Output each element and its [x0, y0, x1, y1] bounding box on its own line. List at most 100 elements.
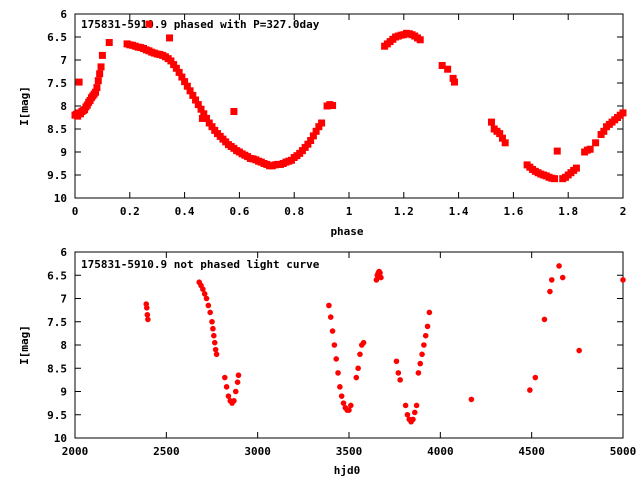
data-point [395, 370, 402, 376]
x-tick-label: 5000 [610, 445, 637, 458]
data-point [620, 277, 626, 283]
data-points [143, 263, 626, 425]
data-point [541, 316, 548, 323]
data-point [468, 396, 475, 403]
data-point [353, 374, 360, 381]
data-point [211, 332, 217, 339]
data-point [377, 270, 383, 276]
data-point [201, 291, 208, 297]
y-tick-label: 8.5 [47, 362, 67, 375]
data-point [422, 332, 429, 339]
data-point [234, 379, 241, 386]
data-point [145, 316, 151, 323]
y-axis-label: I[mag] [18, 86, 31, 126]
y-tick-label: 8.5 [47, 123, 67, 136]
chart-title: 175831-5910.9 phased with P=327.0day [81, 18, 320, 31]
data-point [438, 62, 446, 70]
data-point [397, 377, 403, 383]
y-tick-label: 9 [60, 386, 67, 399]
data-point [346, 407, 352, 413]
data-point [373, 277, 380, 283]
data-point [410, 416, 416, 423]
data-point [97, 63, 105, 71]
data-point [559, 274, 566, 281]
y-tick-label: 7 [60, 54, 67, 67]
data-point [444, 65, 452, 73]
x-tick-label: 1.8 [558, 205, 578, 218]
data-point [212, 346, 219, 353]
data-point [413, 402, 420, 409]
y-tick-label: 6.5 [47, 269, 67, 282]
data-point [415, 370, 422, 376]
x-tick-label: 0.4 [175, 205, 195, 218]
x-tick-label: 1.4 [449, 205, 469, 218]
y-tick-label: 6 [60, 246, 67, 259]
data-point [337, 384, 343, 390]
x-tick-label: 1 [346, 205, 353, 218]
data-point [331, 342, 338, 348]
data-point [402, 402, 409, 409]
data-point [411, 409, 418, 416]
data-point [333, 356, 340, 362]
data-point [592, 139, 600, 147]
chart-title: 175831-5910.9 not phased light curve [81, 258, 320, 271]
x-tick-label: 3000 [244, 445, 271, 458]
data-point [421, 342, 427, 348]
y-tick-label: 6 [60, 8, 67, 21]
x-tick-label: 1.2 [394, 205, 414, 218]
data-point [166, 34, 174, 42]
data-point [207, 309, 213, 316]
x-tick-label: 4000 [427, 445, 454, 458]
y-tick-label: 9.5 [47, 409, 67, 422]
data-point [338, 393, 345, 399]
y-tick-label: 10 [54, 192, 67, 205]
data-point [223, 384, 230, 390]
data-point [378, 274, 384, 281]
data-point [419, 351, 425, 358]
data-point [98, 51, 106, 59]
data-point [404, 411, 411, 418]
data-point [547, 288, 553, 295]
data-point [424, 323, 431, 330]
data-point [198, 114, 206, 122]
data-point [335, 370, 341, 376]
y-tick-label: 9 [60, 146, 67, 159]
data-point [210, 325, 216, 332]
data-point [144, 311, 151, 318]
data-point [231, 398, 237, 404]
data-point [329, 328, 336, 334]
data-point [205, 302, 212, 309]
data-point [501, 139, 509, 147]
data-point [393, 358, 400, 365]
data-point [143, 305, 150, 311]
data-point [619, 109, 627, 117]
data-point [586, 145, 594, 153]
data-point [487, 118, 495, 126]
y-tick-label: 9.5 [47, 169, 67, 182]
data-point [225, 393, 232, 399]
data-point [200, 286, 206, 293]
data-point [211, 339, 218, 346]
data-point [96, 70, 104, 78]
data-point [553, 147, 561, 155]
data-point [213, 351, 220, 358]
data-point [548, 277, 555, 283]
data-point [450, 78, 458, 86]
x-axis-label: phase [330, 225, 363, 238]
y-tick-label: 6.5 [47, 31, 67, 44]
x-tick-label: 0 [72, 205, 79, 218]
phased-light-curve-panel: 175831-5910.9 phased with P=327.0day pha… [18, 8, 627, 238]
x-tick-label: 3500 [336, 445, 363, 458]
data-point [426, 309, 433, 316]
x-tick-label: 4500 [518, 445, 545, 458]
data-point [235, 372, 242, 379]
data-points [71, 20, 627, 183]
data-point [209, 318, 215, 325]
data-point [318, 119, 326, 127]
y-tick-label: 10 [54, 432, 67, 445]
data-point [105, 39, 113, 47]
data-point [355, 365, 361, 372]
y-axis-label: I[mag] [18, 325, 31, 365]
data-point [340, 400, 347, 406]
